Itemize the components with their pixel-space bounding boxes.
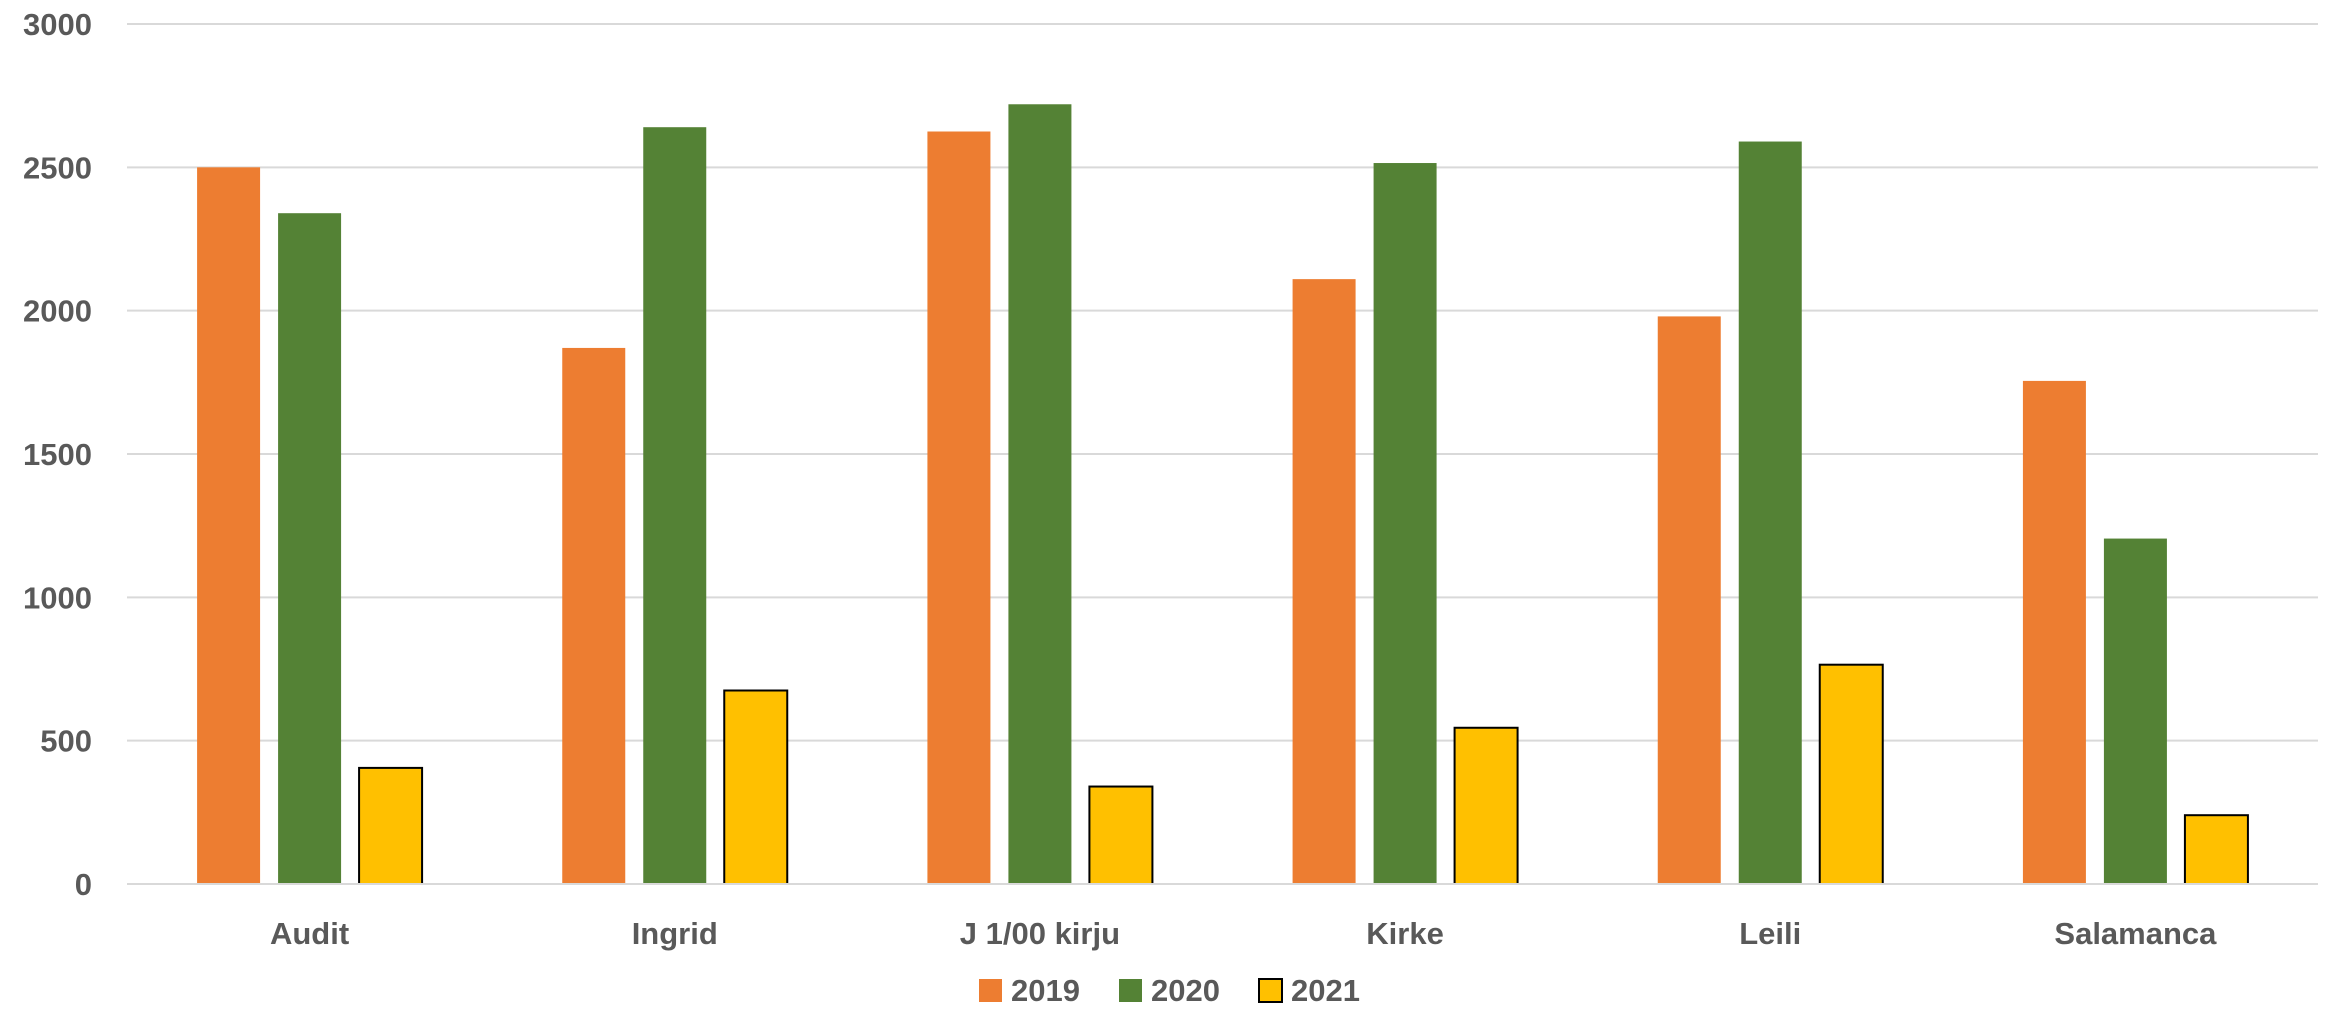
bar-2021-salamanca	[2183, 814, 2249, 886]
bar-2020-ingrid	[643, 127, 707, 884]
x-category-label: J 1/00 kirju	[960, 916, 1120, 951]
y-tick-label: 2000	[23, 294, 92, 329]
legend-swatch-2021	[1258, 978, 1283, 1003]
bar-2019-j-1-00-kirju	[927, 131, 991, 884]
y-tick-label: 2500	[23, 150, 92, 185]
y-tick-label: 3000	[23, 7, 92, 42]
bar-2021-kirke	[1453, 726, 1519, 885]
y-tick-label: 0	[75, 867, 92, 902]
bar-2021-j-1-00-kirju	[1088, 785, 1154, 885]
bar-2021-ingrid	[723, 689, 789, 885]
bar-2019-kirke	[1292, 279, 1356, 885]
bar-2019-salamanca	[2022, 380, 2086, 884]
legend-label-2021: 2021	[1291, 973, 1360, 1008]
x-axis-category-labels: Audit Ingrid J 1/00 kirju Kirke Leili Salaman…	[270, 916, 2217, 951]
bar-2020-leili	[1738, 141, 1802, 885]
bar-2021-leili	[1818, 663, 1884, 886]
bar-2020-salamanca	[2103, 538, 2167, 884]
bar-2021-audit	[358, 766, 424, 886]
bar-2020-j-1-00-kirju	[1008, 104, 1072, 885]
bar-2020-audit	[278, 213, 342, 884]
x-category-label: Audit	[270, 916, 349, 951]
legend-label-2019: 2019	[1011, 973, 1080, 1008]
legend-label-2020: 2020	[1151, 973, 1220, 1008]
legend-swatch-2019	[979, 979, 1002, 1002]
legend-swatch-2020	[1119, 979, 1142, 1002]
bar-2019-audit	[197, 167, 261, 885]
x-category-label: Salamanca	[2054, 916, 2217, 951]
y-tick-label: 1000	[23, 580, 92, 615]
x-category-label: Ingrid	[632, 916, 718, 951]
bars	[197, 104, 2249, 886]
y-axis-tick-labels: 0 500 1000 1500 2000 2500 3000	[23, 7, 92, 902]
legend: 2019 2020 2021	[979, 973, 1360, 1008]
gridlines	[127, 23, 2318, 742]
y-tick-label: 500	[40, 724, 92, 759]
bar-2019-leili	[1657, 316, 1721, 884]
bar-2019-ingrid	[562, 347, 626, 884]
x-category-label: Kirke	[1366, 916, 1444, 951]
x-category-label: Leili	[1739, 916, 1801, 951]
y-tick-label: 1500	[23, 437, 92, 472]
bar-2020-kirke	[1373, 163, 1437, 885]
